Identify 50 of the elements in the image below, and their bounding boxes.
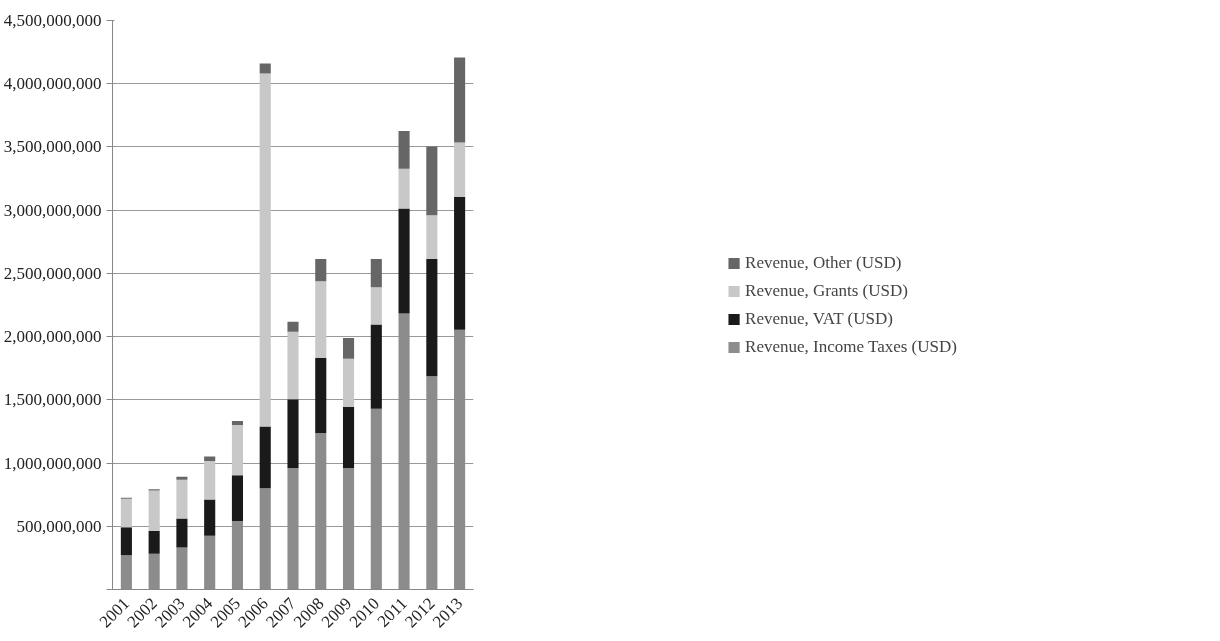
bar — [176, 518, 188, 548]
bar — [426, 146, 438, 216]
bar — [370, 324, 382, 409]
bar — [259, 426, 271, 489]
bar — [204, 460, 216, 500]
bar — [204, 499, 216, 536]
y-tick-label: 2,500,000,000 — [3, 263, 102, 283]
legend-label: Revenue, Other (USD) — [745, 252, 902, 273]
bar — [315, 358, 327, 433]
bar — [342, 337, 355, 359]
bar — [287, 321, 299, 332]
bar — [120, 498, 132, 528]
legend-label: Revenue, VAT (USD) — [745, 308, 893, 329]
bar — [148, 490, 160, 531]
bar — [287, 331, 299, 400]
bar — [398, 208, 410, 314]
bar — [315, 258, 327, 282]
bar — [120, 527, 132, 556]
bar — [231, 475, 244, 521]
bar — [231, 425, 244, 476]
bar — [426, 258, 438, 377]
bar — [398, 168, 410, 209]
y-tick-label: 3,500,000,000 — [3, 137, 102, 157]
y-tick-label: 4,500,000,000 — [3, 11, 102, 30]
bar — [176, 479, 188, 519]
bar — [259, 73, 271, 427]
bar — [176, 476, 188, 480]
bar — [370, 258, 382, 288]
bar — [148, 530, 160, 554]
bar — [454, 57, 466, 143]
y-tick-label: 3,000,000,000 — [3, 200, 102, 220]
bar — [259, 63, 271, 74]
y-tick-label: 4,000,000,000 — [3, 74, 102, 94]
legend-label: Revenue, Grants (USD) — [745, 280, 908, 301]
bar — [231, 420, 244, 426]
y-tick-label: 1,000,000,000 — [3, 453, 102, 473]
y-tick-label: 500,000,000 — [16, 516, 102, 536]
bar — [426, 215, 438, 259]
bar — [342, 358, 355, 407]
bar — [454, 197, 466, 330]
bar — [342, 406, 355, 469]
y-tick-label: 2,000,000,000 — [3, 327, 102, 347]
bar — [204, 456, 216, 461]
y-tick-label: 1,500,000,000 — [3, 390, 102, 410]
legend-label: Revenue, Income Taxes (USD) — [745, 336, 957, 357]
bar — [370, 287, 382, 325]
bar — [287, 399, 299, 469]
bar — [398, 131, 410, 169]
bar — [454, 142, 466, 198]
bar — [315, 281, 327, 359]
